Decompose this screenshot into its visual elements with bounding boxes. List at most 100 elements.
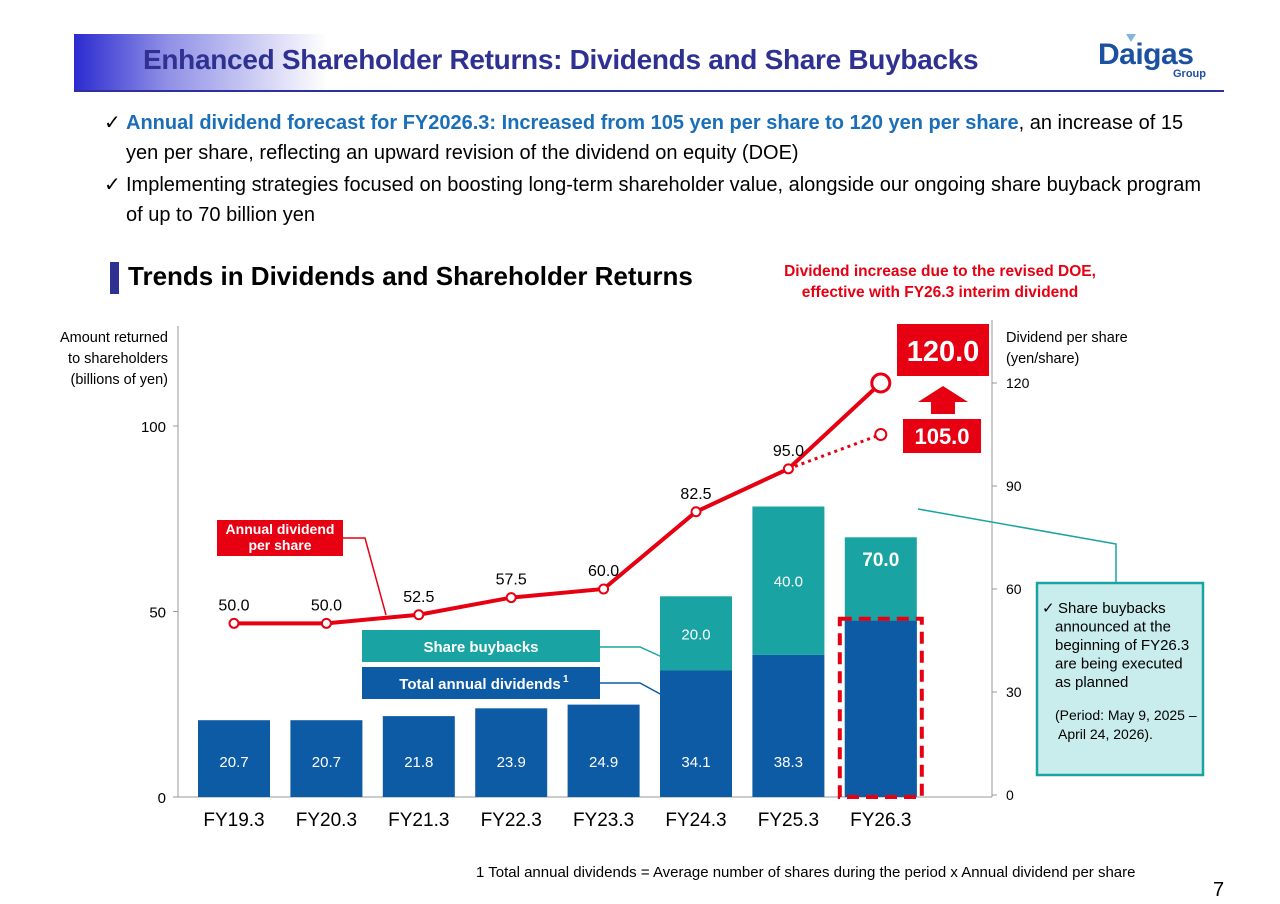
callout-check-icon: ✓ — [1042, 600, 1055, 617]
line-label-box — [217, 520, 343, 556]
old-dividend-value: 105.0 — [914, 424, 969, 449]
bullet-text: Implementing strategies focused on boost… — [126, 174, 1202, 226]
footnote: 1 Total annual dividends = Average numbe… — [476, 864, 1136, 881]
dividend-value-label: 52.5 — [403, 589, 434, 606]
logo-subtitle: Group — [1173, 68, 1206, 80]
dividend-point — [690, 506, 702, 518]
y-axis-label: (billions of yen) — [70, 372, 168, 388]
page-title: Enhanced Shareholder Returns: Dividends … — [143, 44, 979, 75]
legend-buybacks-leader — [600, 646, 663, 658]
x-tick-label: FY20.3 — [296, 810, 357, 831]
dividend-point — [505, 592, 517, 604]
dividend-point — [320, 617, 332, 629]
title-bar — [74, 34, 1224, 90]
returns-chart: 0 50 100 0 30 60 90 120 Amount returned to shareh… — [60, 320, 1205, 831]
callout-text: beginning of FY26.3 — [1055, 637, 1189, 654]
legend-dividends-label: Total annual dividends — [399, 676, 560, 693]
bar-share-buybacks — [752, 506, 825, 655]
bar-value-label: 23.9 — [497, 754, 526, 771]
y-tick-label: 0 — [158, 790, 166, 807]
dividend-value-label: 50.0 — [218, 597, 249, 614]
callout-box — [1035, 581, 1205, 777]
legend-dividends-superscript: 1 — [563, 674, 569, 685]
y-axis-label: Amount returned — [60, 330, 168, 346]
doe-note: Dividend increase due to the revised DOE… — [770, 261, 1110, 303]
y-axis-label: to shareholders — [68, 351, 168, 367]
x-tick-label: FY19.3 — [203, 810, 264, 831]
x-tick-label: FY25.3 — [758, 810, 819, 831]
callout-text: announced at the — [1055, 619, 1171, 636]
y-tick-label: 50 — [149, 605, 166, 622]
bullet-list: ✓ Annual dividend forecast for FY2026.3:… — [104, 108, 1204, 232]
doe-note-line: effective with FY26.3 interim dividend — [801, 284, 1079, 301]
bar-total-dividends — [660, 670, 732, 797]
doe-note-line: Dividend increase due to the revised DOE… — [784, 263, 1096, 280]
bar-total-dividends — [198, 720, 270, 797]
dividend-per-share-line — [234, 381, 883, 626]
dividend-point — [782, 463, 794, 475]
bar-value-label: 20.0 — [681, 626, 710, 643]
x-tick-label: FY21.3 — [388, 810, 449, 831]
y-tick-label: 100 — [141, 419, 166, 436]
y2-tick-label: 30 — [1006, 684, 1022, 700]
daigas-logo: Daigas Group — [1098, 34, 1208, 82]
dividend-point — [598, 583, 610, 595]
bar-value-label: 24.9 — [589, 754, 618, 771]
bar-share-buybacks — [660, 596, 732, 671]
logo-mark-icon — [1126, 34, 1136, 42]
section-title: Trends in Dividends and Shareholder Retu… — [128, 261, 693, 291]
forecast-dashed-outline — [837, 616, 924, 800]
new-dividend-value: 120.0 — [907, 336, 980, 368]
bullet-text: , an increase of 15 yen per share, refle… — [126, 112, 1184, 164]
bar-total-dividends — [475, 708, 548, 797]
bullet-dividend-forecast: ✓ Annual dividend forecast for FY2026.3:… — [104, 108, 1204, 168]
line-label-text: per share — [248, 537, 311, 553]
callout-leader — [917, 508, 1117, 582]
line-label-leader — [340, 537, 387, 616]
legend-buybacks-box — [362, 630, 600, 662]
dividend-value-label: 82.5 — [680, 486, 711, 503]
bar-value-label: 21.8 — [404, 754, 433, 771]
checkmark-icon: ✓ — [104, 174, 121, 196]
dividend-point — [413, 609, 425, 621]
dividend-point — [228, 617, 240, 629]
x-tick-label: FY24.3 — [665, 810, 726, 831]
bullet-highlight: Annual dividend forecast for FY2026.3: I… — [126, 112, 1019, 134]
callout-text: as planned — [1055, 674, 1128, 691]
legend-buybacks-label: Share buybacks — [423, 639, 538, 656]
x-tick-label: FY22.3 — [481, 810, 542, 831]
bullet-buyback-strategy: ✓ Implementing strategies focused on boo… — [104, 170, 1204, 230]
y2-tick-label: 0 — [1006, 787, 1014, 803]
bar-value-label: 20.7 — [312, 754, 341, 771]
dividend-value-label: 60.0 — [588, 563, 619, 580]
dividend-value-label: 50.0 — [311, 597, 342, 614]
old-dividend-box — [903, 419, 981, 453]
bar-total-dividends — [567, 704, 640, 797]
legend-dividends-box — [362, 667, 600, 699]
callout-text: Share buybacks — [1058, 600, 1166, 617]
bar-total-dividends — [290, 720, 363, 797]
checkmark-icon: ✓ — [104, 112, 121, 134]
y2-tick-label: 90 — [1006, 478, 1022, 494]
y2-tick-label: 60 — [1006, 581, 1022, 597]
x-tick-label: FY26.3 — [850, 810, 911, 831]
bar-value-label: 34.1 — [681, 754, 710, 771]
callout-text: are being executed — [1055, 656, 1183, 673]
dividend-value-label: 95.0 — [773, 443, 804, 460]
bar-total-dividends-forecast — [844, 620, 917, 797]
bar-value-label: 20.7 — [219, 754, 248, 771]
previous-forecast-point — [874, 428, 888, 441]
page-number: 7 — [1213, 879, 1225, 901]
y2-tick-label: 120 — [1006, 375, 1030, 391]
line-label-text: Annual dividend — [226, 521, 335, 537]
bar-value-label: 70.0 — [862, 550, 899, 571]
previous-forecast-line — [787, 433, 882, 471]
y2-axis-label: (yen/share) — [1006, 351, 1079, 367]
bar-total-dividends — [752, 654, 825, 797]
bar-total-dividends — [382, 716, 455, 797]
legend-dividends-leader — [600, 682, 663, 696]
section-marker — [110, 262, 119, 294]
bar-value-label: 38.3 — [774, 754, 803, 771]
title-rule — [74, 90, 1224, 92]
dividend-value-label: 57.5 — [496, 572, 527, 589]
